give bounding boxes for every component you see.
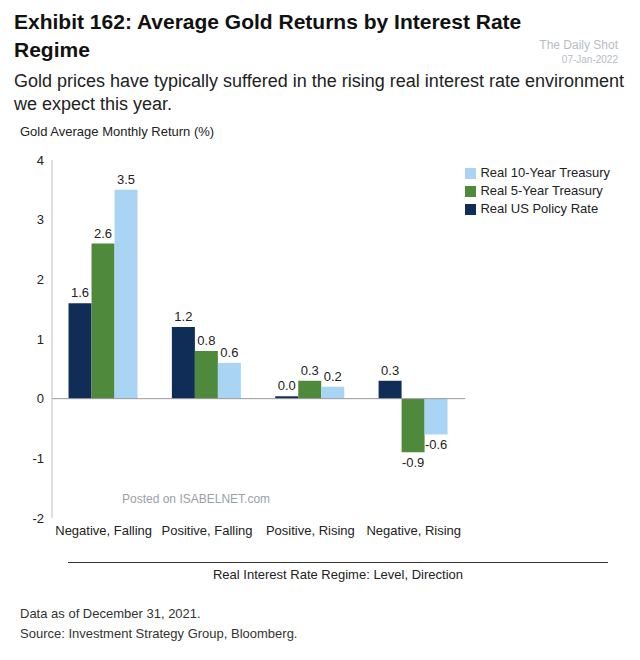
html-text:Real Interest Rate Regime: Lev: Real Interest Rate Regime: Level, Direct… <box>213 567 463 582</box>
svg-text:0.8: 0.8 <box>197 333 215 348</box>
html-text:Real 5-Year Treasury: Real 5-Year Treasury <box>480 183 603 198</box>
svg-text:Negative, Rising: Negative, Rising <box>366 523 461 538</box>
svg-text:Positive, Falling: Positive, Falling <box>162 523 253 538</box>
svg-text:1: 1 <box>37 332 44 347</box>
svg-text:Negative, Falling: Negative, Falling <box>55 523 152 538</box>
svg-text:3.5: 3.5 <box>117 172 135 187</box>
html-text:Gold Average Monthly Return (%: Gold Average Monthly Return (%) <box>20 124 215 139</box>
svg-text:1.6: 1.6 <box>71 285 89 300</box>
html-text:Data as of December 31, 2021.: Data as of December 31, 2021. <box>20 606 201 621</box>
svg-text:-1: -1 <box>32 451 44 466</box>
html-text:The Daily Shot: The Daily Shot <box>539 38 618 52</box>
html-text:Posted on ISABELNET.com: Posted on ISABELNET.com <box>122 492 271 506</box>
svg-text:-2: -2 <box>32 511 44 526</box>
svg-text:0.3: 0.3 <box>301 363 319 378</box>
svg-text:-0.9: -0.9 <box>402 455 424 470</box>
svg-text:1.2: 1.2 <box>174 309 192 324</box>
html-text:07-Jan-2022: 07-Jan-2022 <box>561 54 618 65</box>
svg-text:2.6: 2.6 <box>94 226 112 241</box>
svg-text:0.2: 0.2 <box>324 369 342 384</box>
html-text:Real US Policy Rate: Real US Policy Rate <box>480 201 599 216</box>
svg-text:3: 3 <box>37 212 44 227</box>
svg-text:0.3: 0.3 <box>381 363 399 378</box>
html-text:Real 10-Year Treasury: Real 10-Year Treasury <box>480 165 610 180</box>
svg-text:Positive, Rising: Positive, Rising <box>266 523 355 538</box>
svg-text:-0.6: -0.6 <box>425 437 447 452</box>
svg-text:0.0: 0.0 <box>278 378 296 393</box>
svg-text:0: 0 <box>37 391 44 406</box>
html-text:Gold prices have typically suf: Gold prices have typically suffered in t… <box>14 71 624 114</box>
html-text:Exhibit 162: Average Gold Retu: Exhibit 162: Average Gold Returns by Int… <box>14 10 522 61</box>
svg-text:2: 2 <box>37 272 44 287</box>
svg-text:0.6: 0.6 <box>220 345 238 360</box>
svg-text:4: 4 <box>37 153 44 168</box>
html-text:Source: Investment Strategy Gr: Source: Investment Strategy Group, Bloom… <box>20 626 298 641</box>
